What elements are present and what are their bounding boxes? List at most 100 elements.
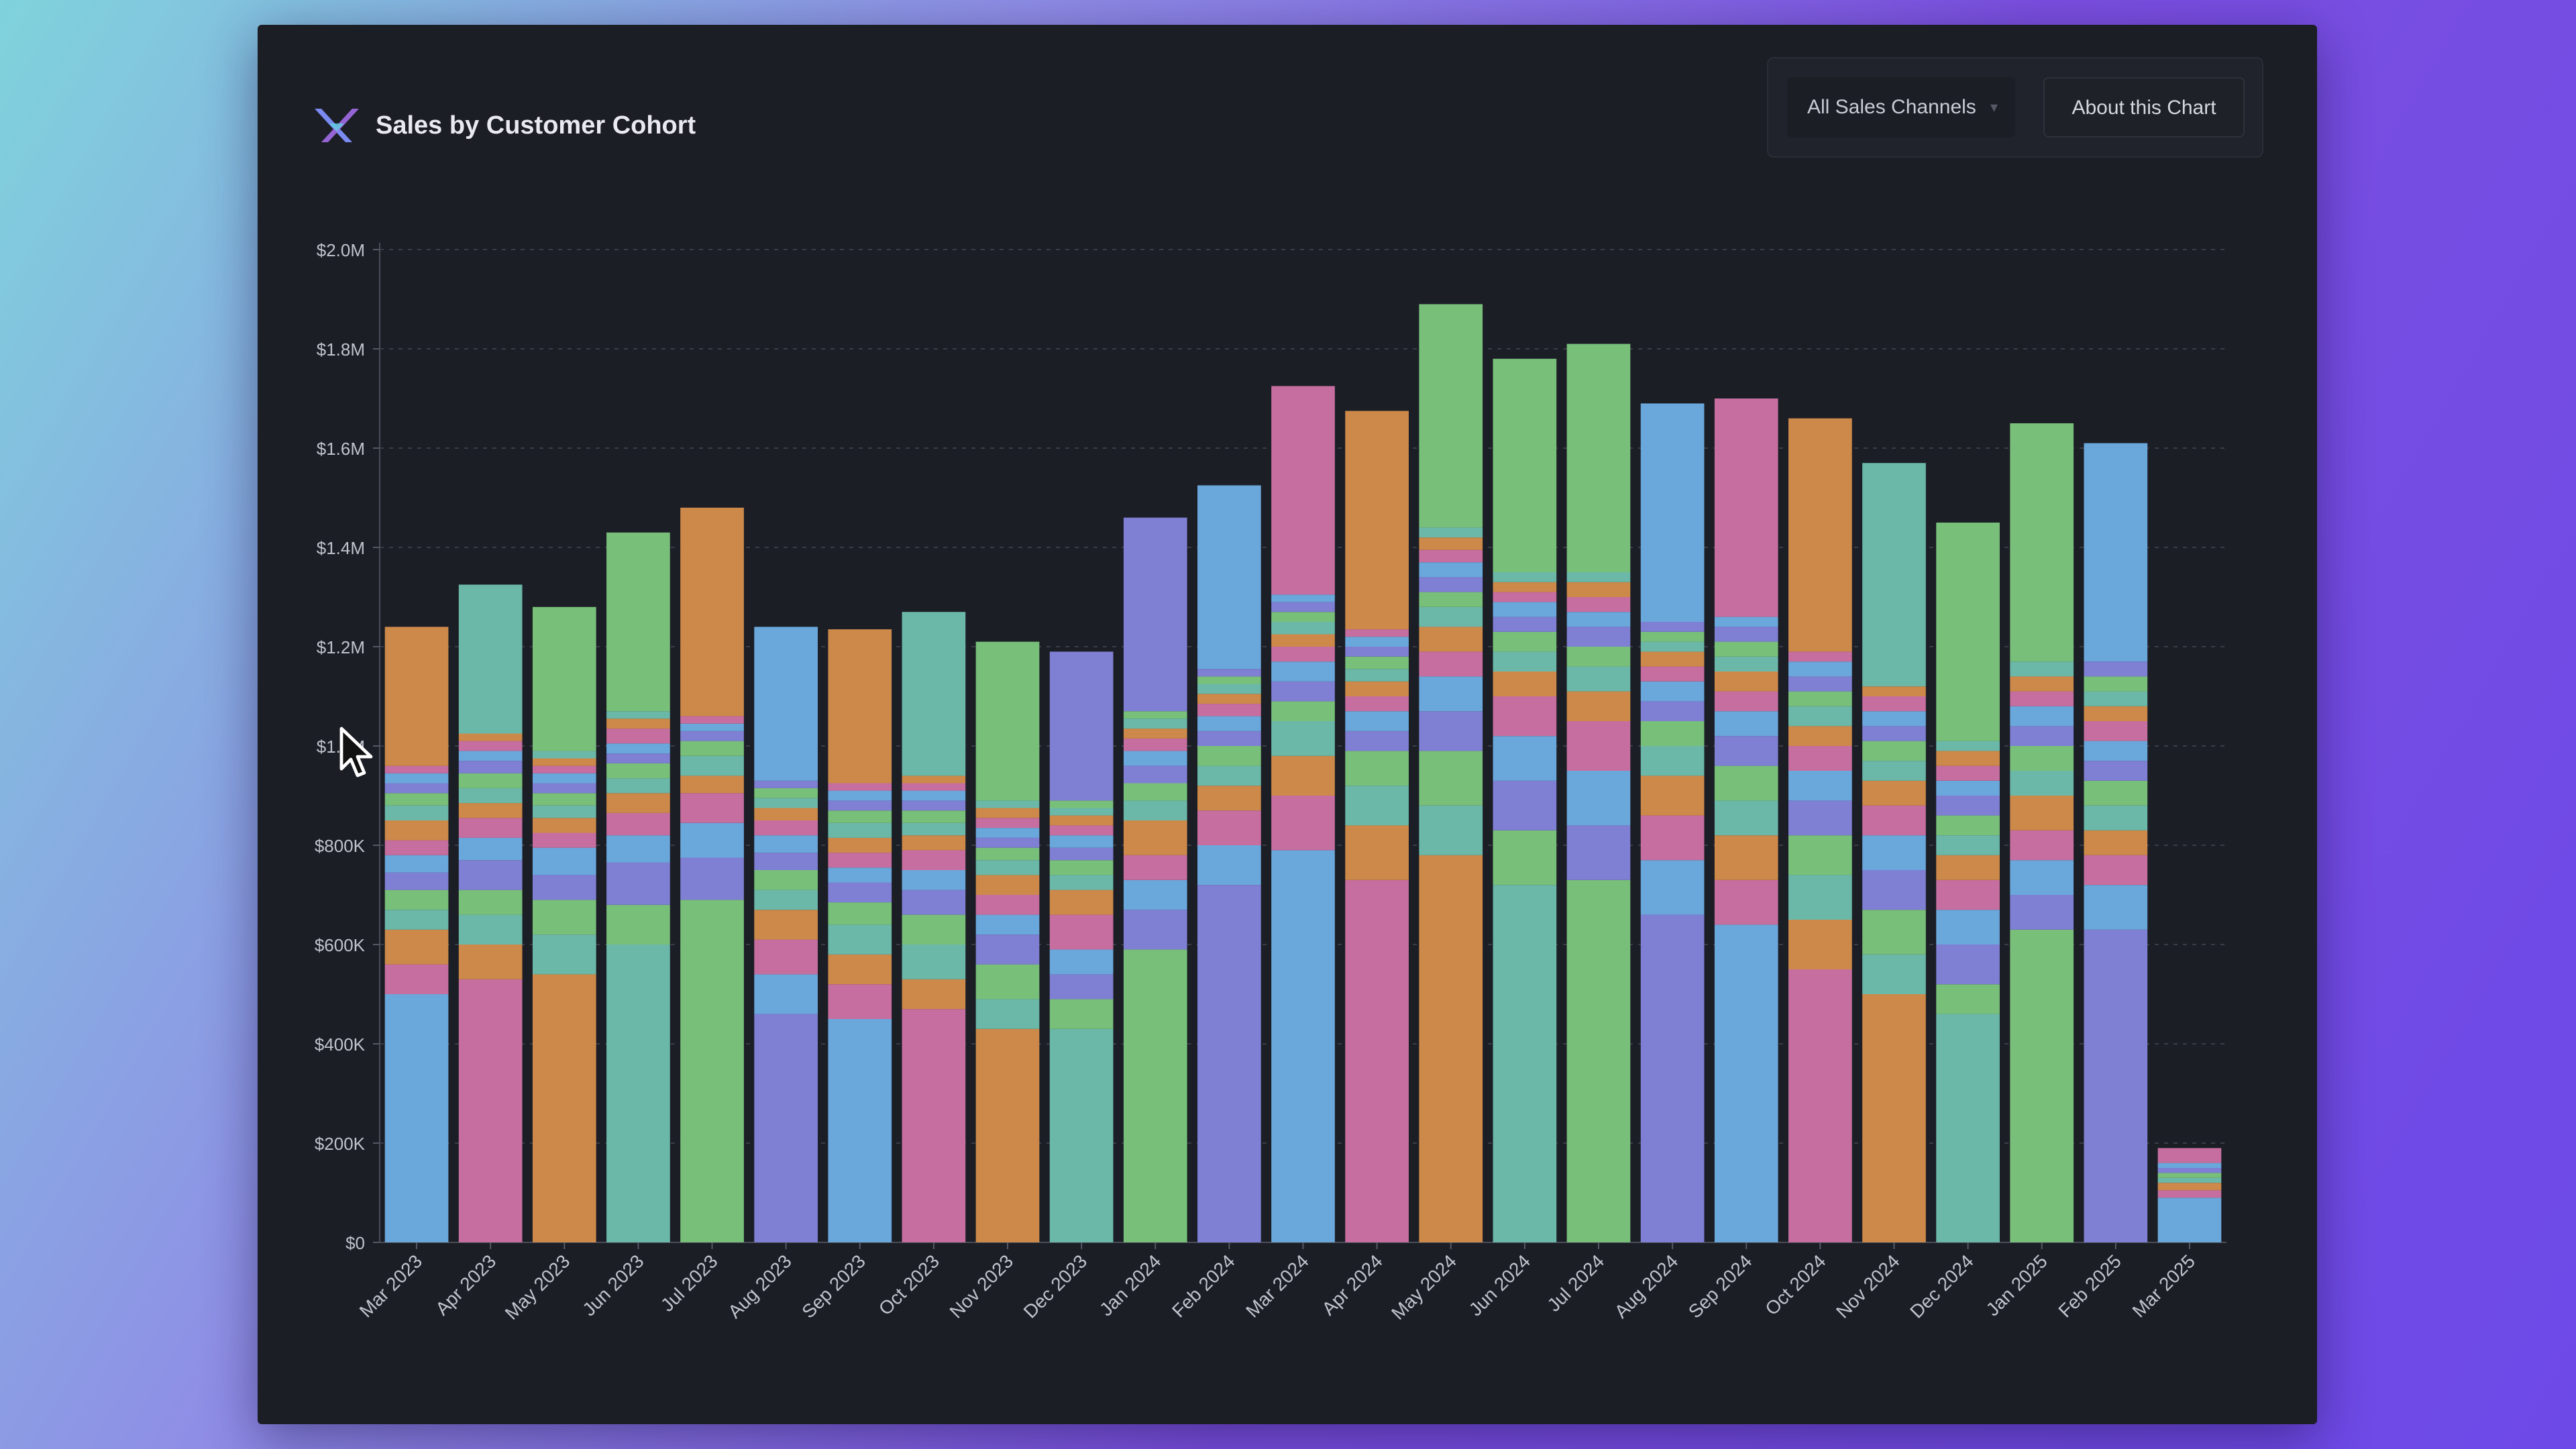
bar-segment bbox=[2084, 691, 2148, 706]
bar-segment bbox=[902, 979, 966, 1010]
bar-segment bbox=[1493, 830, 1557, 885]
bar-segment bbox=[1123, 738, 1187, 751]
bar-segment bbox=[1640, 701, 1705, 721]
bar-segment bbox=[1862, 463, 1926, 687]
x-tick-label: Jul 2023 bbox=[657, 1250, 722, 1316]
bar-segment bbox=[828, 954, 892, 985]
bar-segment bbox=[1049, 999, 1114, 1029]
bar-stack bbox=[975, 641, 1040, 1242]
bar-segment bbox=[1123, 910, 1187, 950]
bar-segment bbox=[1049, 949, 1114, 975]
bar-segment bbox=[1345, 656, 1409, 669]
bar-segment bbox=[458, 890, 523, 915]
bar-segment bbox=[2010, 796, 2074, 830]
bar-segment bbox=[1419, 549, 1483, 563]
bar-segment bbox=[1419, 562, 1483, 578]
bar-segment bbox=[1345, 711, 1409, 731]
x-tick-label: Jan 2024 bbox=[1095, 1250, 1165, 1320]
bar-segment bbox=[384, 994, 449, 1242]
bar-stack bbox=[2157, 1148, 2222, 1242]
bar-segment bbox=[1345, 696, 1409, 712]
bar-segment bbox=[606, 945, 670, 1242]
bar-segment bbox=[1788, 706, 1852, 727]
bar-segment bbox=[754, 1014, 818, 1242]
bar-segment bbox=[1714, 627, 1778, 642]
bar-segment bbox=[754, 780, 818, 788]
bar-segment bbox=[2157, 1168, 2222, 1173]
bar-segment bbox=[1493, 736, 1557, 781]
about-chart-button[interactable]: About this Chart bbox=[2043, 77, 2245, 138]
bar-segment bbox=[1788, 800, 1852, 836]
bar-stack bbox=[1345, 411, 1409, 1242]
bar-segment bbox=[1640, 681, 1705, 702]
bar-segment bbox=[1714, 616, 1778, 627]
bar-segment bbox=[384, 964, 449, 994]
bar-segment bbox=[1936, 1014, 2000, 1242]
bar-segment bbox=[1049, 835, 1114, 848]
chart-title: Sales by Customer Cohort bbox=[376, 111, 696, 140]
bar-segment bbox=[1345, 629, 1409, 637]
y-tick-label: $200K bbox=[315, 1134, 366, 1154]
bar-segment bbox=[1197, 684, 1261, 694]
bar-segment bbox=[902, 775, 966, 784]
x-tick-label: Mar 2025 bbox=[2129, 1250, 2200, 1322]
bar-segment bbox=[384, 910, 449, 930]
bar-segment bbox=[606, 743, 670, 754]
bar-segment bbox=[1862, 711, 1926, 727]
bar-segment bbox=[2084, 830, 2148, 855]
bar-segment bbox=[1640, 815, 1705, 861]
bar-segment bbox=[975, 847, 1040, 861]
bar-segment bbox=[2157, 1163, 2222, 1168]
bar-segment bbox=[2084, 741, 2148, 761]
bar-segment bbox=[384, 855, 449, 873]
bar-segment bbox=[680, 755, 744, 776]
bar-segment bbox=[1936, 523, 2000, 741]
mouse-cursor-icon bbox=[339, 727, 373, 777]
bar-segment bbox=[1419, 751, 1483, 806]
bar-segment bbox=[1271, 622, 1335, 635]
sales-channel-select[interactable]: All Sales Channels ▾ bbox=[1787, 77, 2015, 138]
bar-segment bbox=[680, 793, 744, 823]
bar-segment bbox=[1123, 751, 1187, 766]
bar-segment bbox=[384, 805, 449, 820]
bar-stack bbox=[828, 629, 892, 1242]
bar-segment bbox=[1640, 860, 1705, 915]
bar-segment bbox=[975, 800, 1040, 808]
bar-segment bbox=[532, 833, 596, 848]
bar-segment bbox=[1862, 780, 1926, 806]
bar-segment bbox=[458, 741, 523, 751]
bar-segment bbox=[754, 890, 818, 910]
x-tick-label: Oct 2023 bbox=[875, 1250, 943, 1319]
bar-segment bbox=[902, 800, 966, 811]
bar-segment bbox=[458, 818, 523, 838]
bar-segment bbox=[606, 532, 670, 712]
bar-segment bbox=[828, 629, 892, 784]
bar-segment bbox=[532, 606, 596, 751]
bar-segment bbox=[1049, 1028, 1114, 1242]
bar-segment bbox=[828, 882, 892, 903]
bar-segment bbox=[975, 999, 1040, 1029]
bar-segment bbox=[1936, 984, 2000, 1014]
bar-segment bbox=[975, 875, 1040, 895]
bar-segment bbox=[606, 753, 670, 763]
bar-segment bbox=[1049, 825, 1114, 836]
bar-segment bbox=[828, 853, 892, 868]
bar-segment bbox=[1493, 631, 1557, 652]
bar-segment bbox=[754, 939, 818, 975]
x-tick-label: Aug 2024 bbox=[1611, 1250, 1682, 1322]
bar-segment bbox=[902, 612, 966, 776]
bar-segment bbox=[1197, 676, 1261, 684]
bar-segment bbox=[1936, 879, 2000, 910]
bar-segment bbox=[2157, 1177, 2222, 1183]
x-tick-label: Dec 2024 bbox=[1906, 1250, 1978, 1322]
bar-segment bbox=[1345, 411, 1409, 630]
bar-segment bbox=[1493, 651, 1557, 672]
bar-segment bbox=[1197, 716, 1261, 731]
bar-segment bbox=[2010, 661, 2074, 677]
bar-segment bbox=[1197, 669, 1261, 677]
bar-stack bbox=[1197, 485, 1261, 1242]
bar-segment bbox=[1788, 661, 1852, 677]
bar-segment bbox=[1049, 974, 1114, 1000]
bar-segment bbox=[1419, 676, 1483, 712]
bar-segment bbox=[2010, 423, 2074, 662]
